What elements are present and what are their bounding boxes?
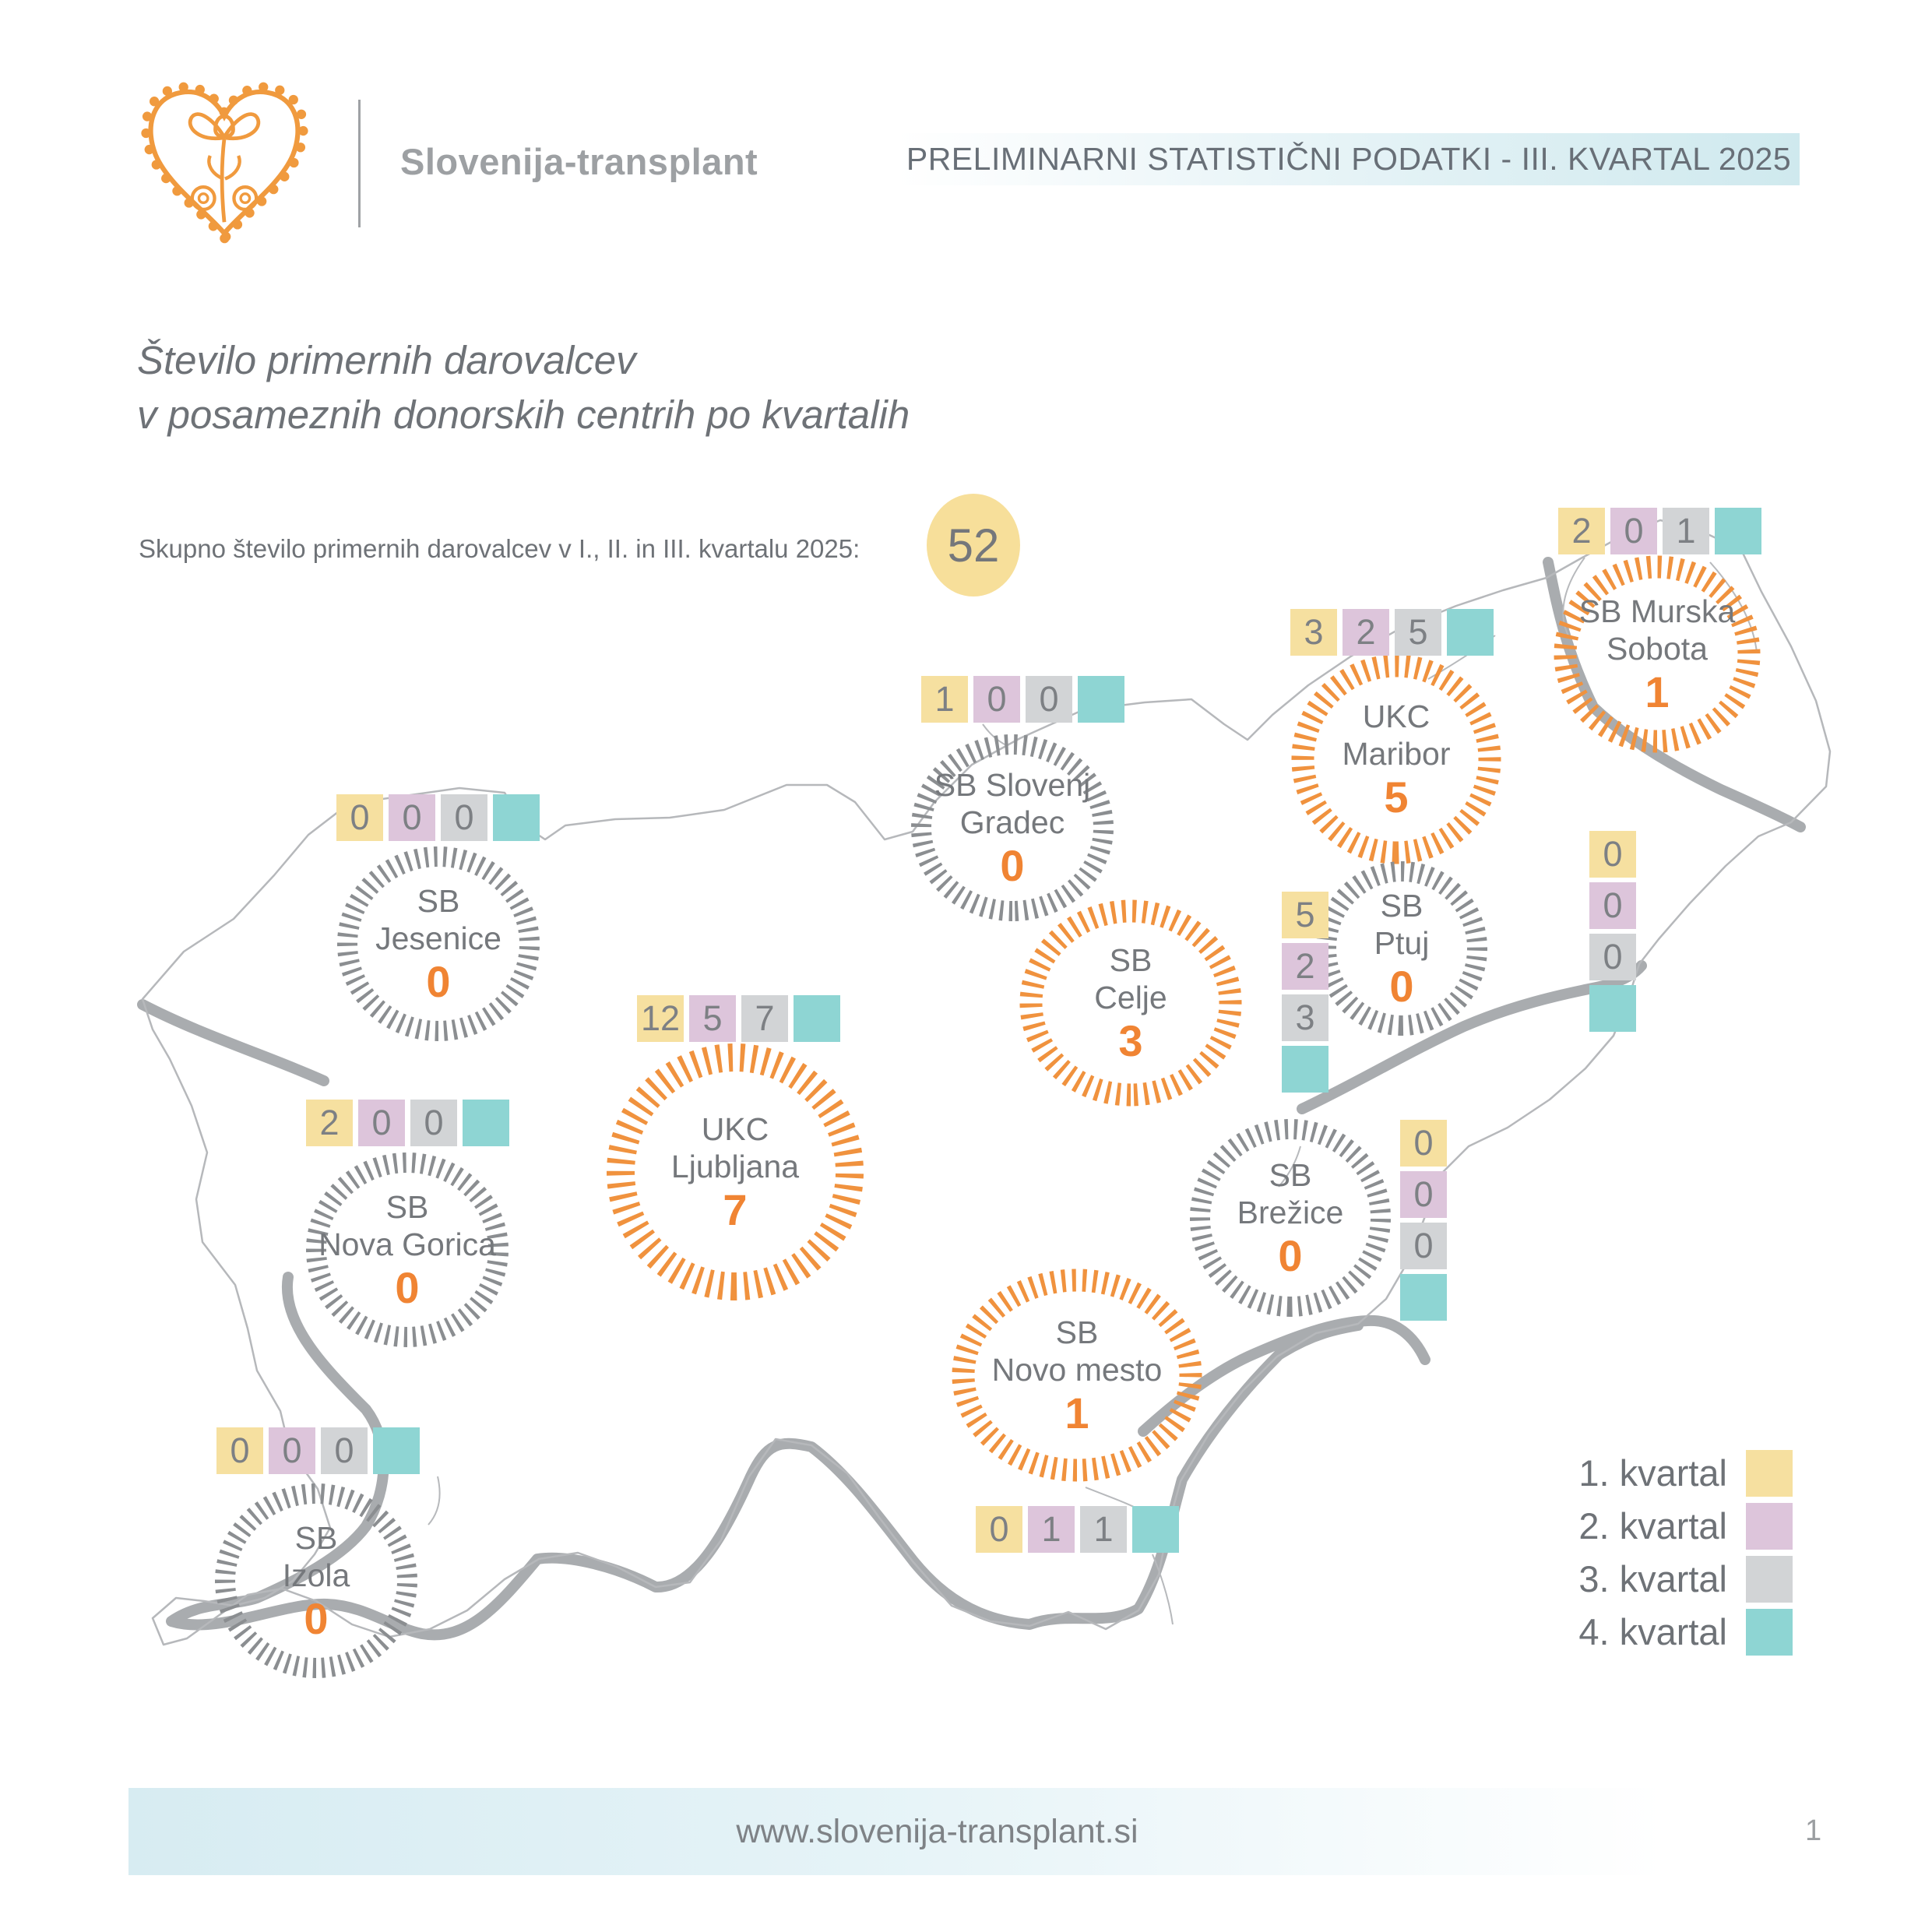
brand-name: Slovenija-transplant	[400, 141, 758, 182]
banner-text: PRELIMINARNI STATISTIČNI PODATKI - III. …	[906, 141, 1792, 177]
center-ring-slovenj-gradec	[911, 734, 1114, 921]
connector-murska-left	[1562, 557, 1585, 639]
footer-bar: www.slovenija-transplant.si	[128, 1788, 1746, 1875]
page-title-line2: v posameznih donorskih centrih po kvarta…	[137, 392, 910, 437]
report-banner: PRELIMINARNI STATISTIČNI PODATKI - III. …	[898, 133, 1800, 185]
center-ring-ljubljana	[607, 1043, 864, 1300]
river-sava	[1138, 1314, 1431, 1437]
center-ring-maribor	[1291, 654, 1501, 864]
legend-label-q4: 4. kvartal	[1578, 1611, 1727, 1652]
center-ring-nova-gorica	[306, 1153, 509, 1347]
total-label: Skupno število primernih darovalcev v I.…	[139, 534, 860, 563]
legend-swatch-q2	[1746, 1503, 1793, 1550]
legend-swatch-q4	[1746, 1609, 1793, 1656]
donor-center-rings	[215, 555, 1761, 1678]
center-ring-ptuj	[1316, 861, 1487, 1036]
slovenija-transplant-heart-logo	[141, 82, 308, 245]
center-ring-murska-sobota	[1554, 555, 1761, 753]
connector-novo-mesto-up	[1085, 1487, 1136, 1508]
page-title-line1: Število primernih darovalcev	[137, 338, 636, 382]
legend-swatch-q3	[1746, 1556, 1793, 1603]
legend-label-q3: 3. kvartal	[1578, 1558, 1727, 1599]
brand-divider	[358, 100, 361, 227]
connector-celje-brezice	[1278, 1145, 1301, 1188]
center-ring-jesenice	[337, 846, 540, 1041]
slovenia-border-outline	[141, 519, 1832, 1646]
page-number: 1	[1805, 1814, 1822, 1847]
legend-label-q1: 1. kvartal	[1578, 1452, 1727, 1494]
legend-label-q2: 2. kvartal	[1578, 1505, 1727, 1547]
connector-novo-mesto-down	[1152, 1554, 1174, 1625]
connector-lines	[428, 557, 1758, 1625]
center-ring-celje	[1019, 899, 1242, 1107]
center-ring-novo-mesto	[952, 1269, 1202, 1482]
website-url: www.slovenija-transplant.si	[736, 1812, 1138, 1850]
connector-izola	[428, 1476, 441, 1526]
center-ring-izola	[215, 1483, 417, 1678]
river-soca-upper	[137, 999, 329, 1086]
river-drava	[1297, 960, 1647, 1114]
legend-swatch-q1	[1746, 1450, 1793, 1497]
center-ring-brezice	[1190, 1119, 1391, 1317]
total-value: 52	[947, 519, 1000, 572]
total-badge: 52	[927, 494, 1020, 596]
